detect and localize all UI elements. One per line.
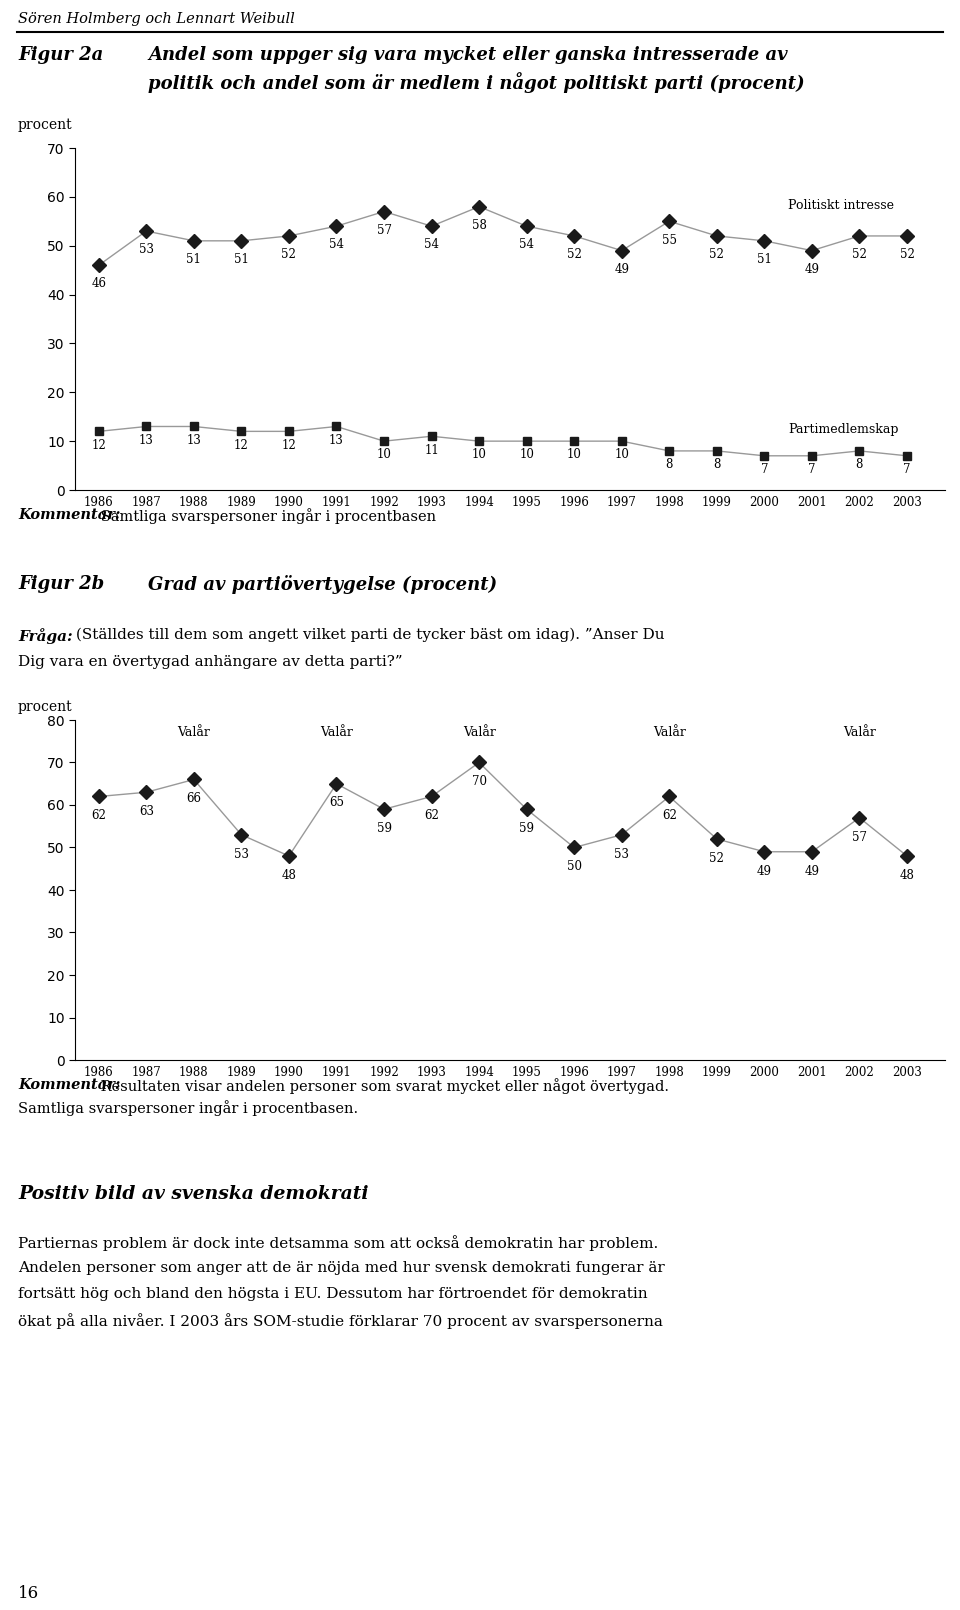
Text: 52: 52 [900, 248, 915, 261]
Text: 62: 62 [661, 810, 677, 823]
Text: Politiskt intresse: Politiskt intresse [788, 198, 894, 211]
Text: Sören Holmberg och Lennart Weibull: Sören Holmberg och Lennart Weibull [18, 11, 295, 26]
Text: 54: 54 [519, 238, 534, 251]
Text: 13: 13 [329, 433, 344, 448]
Text: 52: 52 [709, 852, 724, 865]
Text: Fråga:: Fråga: [18, 628, 73, 644]
Text: 7: 7 [760, 464, 768, 477]
Text: politik och andel som är medlem i något politiskt parti (procent): politik och andel som är medlem i något … [148, 72, 804, 93]
Text: 53: 53 [139, 243, 154, 256]
Text: Valår: Valår [843, 726, 876, 739]
Text: 62: 62 [91, 810, 107, 823]
Text: 51: 51 [186, 253, 202, 266]
Text: Kommentar:: Kommentar: [18, 1079, 120, 1092]
Text: Figur 2a: Figur 2a [18, 47, 104, 64]
Text: 53: 53 [614, 847, 629, 860]
Text: 10: 10 [519, 449, 534, 462]
Text: 55: 55 [661, 233, 677, 246]
Text: 13: 13 [186, 433, 202, 448]
Text: 13: 13 [139, 433, 154, 448]
Text: 49: 49 [804, 262, 820, 275]
Text: 51: 51 [756, 253, 772, 266]
Text: 52: 52 [852, 248, 867, 261]
Text: 54: 54 [329, 238, 344, 251]
Text: 66: 66 [186, 792, 202, 805]
Text: 10: 10 [614, 449, 629, 462]
Text: 12: 12 [91, 438, 107, 452]
Text: Resultaten visar andelen personer som svarat mycket eller något övertygad.: Resultaten visar andelen personer som sv… [96, 1079, 669, 1093]
Text: 49: 49 [614, 262, 629, 275]
Text: 49: 49 [804, 865, 820, 877]
Text: 70: 70 [471, 776, 487, 789]
Text: 54: 54 [424, 238, 439, 251]
Text: 57: 57 [376, 224, 392, 237]
Text: 52: 52 [709, 248, 724, 261]
Text: Valår: Valår [178, 726, 210, 739]
Text: 7: 7 [903, 464, 911, 477]
Text: procent: procent [18, 118, 73, 132]
Text: 8: 8 [665, 459, 673, 472]
Text: 10: 10 [471, 449, 487, 462]
Text: ökat på alla nivåer. I 2003 års SOM-studie förklarar 70 procent av svarspersoner: ökat på alla nivåer. I 2003 års SOM-stud… [18, 1314, 662, 1328]
Text: fortsätt hög och bland den högsta i EU. Dessutom har förtroendet för demokratin: fortsätt hög och bland den högsta i EU. … [18, 1286, 648, 1301]
Text: 48: 48 [281, 869, 297, 882]
Text: 50: 50 [566, 860, 582, 873]
Text: 8: 8 [713, 459, 721, 472]
Text: 62: 62 [424, 810, 439, 823]
Text: Andel som uppger sig vara mycket eller ganska intresserade av: Andel som uppger sig vara mycket eller g… [148, 47, 787, 64]
Text: Samtliga svarspersoner ingår i procentbasen.: Samtliga svarspersoner ingår i procentba… [18, 1100, 358, 1116]
Text: procent: procent [18, 700, 73, 713]
Text: Figur 2b: Figur 2b [18, 575, 105, 592]
Text: Valår: Valår [463, 726, 495, 739]
Text: 11: 11 [424, 444, 439, 457]
Text: Partiernas problem är dock inte detsamma som att också demokratin har problem.: Partiernas problem är dock inte detsamma… [18, 1235, 659, 1251]
Text: 16: 16 [18, 1584, 39, 1602]
Text: 12: 12 [281, 438, 297, 452]
Text: 63: 63 [139, 805, 154, 818]
Text: Grad av partiövertygelse (procent): Grad av partiövertygelse (procent) [148, 575, 497, 594]
Text: Dig vara en övertygad anhängare av detta parti?”: Dig vara en övertygad anhängare av detta… [18, 655, 402, 670]
Text: 52: 52 [281, 248, 297, 261]
Text: 65: 65 [329, 797, 344, 810]
Text: 7: 7 [808, 464, 816, 477]
Text: 12: 12 [234, 438, 249, 452]
Text: 59: 59 [376, 823, 392, 836]
Text: 10: 10 [566, 449, 582, 462]
Text: Valår: Valår [320, 726, 353, 739]
Text: Andelen personer som anger att de är nöjda med hur svensk demokrati fungerar är: Andelen personer som anger att de är nöj… [18, 1261, 664, 1275]
Text: 49: 49 [756, 865, 772, 877]
Text: Positiv bild av svenska demokrati: Positiv bild av svenska demokrati [18, 1185, 369, 1203]
Text: 10: 10 [376, 449, 392, 462]
Text: Valår: Valår [653, 726, 685, 739]
Text: 57: 57 [852, 831, 867, 844]
Text: 8: 8 [855, 459, 863, 472]
Text: Partimedlemskap: Partimedlemskap [788, 423, 899, 436]
Text: Samtliga svarspersoner ingår i procentbasen: Samtliga svarspersoner ingår i procentba… [96, 509, 436, 523]
Text: 48: 48 [900, 869, 915, 882]
Text: 46: 46 [91, 277, 107, 290]
Text: 58: 58 [471, 219, 487, 232]
Text: Kommentar:: Kommentar: [18, 509, 120, 522]
Text: 53: 53 [234, 847, 249, 860]
Text: 52: 52 [566, 248, 582, 261]
Text: 59: 59 [519, 823, 534, 836]
Text: 51: 51 [234, 253, 249, 266]
Text: (Ställdes till dem som angett vilket parti de tycker bäst om idag). ”Anser Du: (Ställdes till dem som angett vilket par… [71, 628, 664, 642]
